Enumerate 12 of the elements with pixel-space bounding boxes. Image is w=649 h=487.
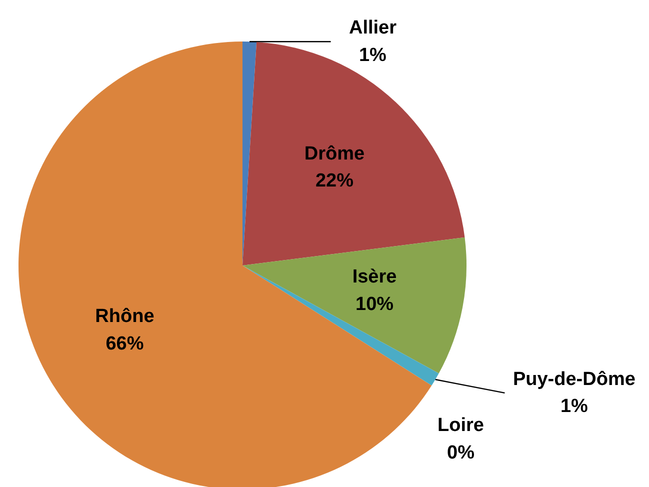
slice-label: Puy-de-Dôme bbox=[512, 368, 636, 390]
category-label: Loire bbox=[438, 415, 484, 436]
data-label: 66% bbox=[106, 333, 144, 354]
data-label: 1% bbox=[359, 44, 387, 66]
text: 0% bbox=[447, 442, 474, 464]
slice-label: Drôme bbox=[304, 143, 365, 164]
slice-label: Rhône bbox=[95, 306, 154, 328]
slice-label: Isère bbox=[352, 266, 397, 288]
data-label: 1% bbox=[560, 396, 588, 418]
slice-label: Allier bbox=[348, 17, 398, 38]
data-label: 22% bbox=[315, 170, 354, 192]
data-label: 10% bbox=[356, 294, 394, 315]
